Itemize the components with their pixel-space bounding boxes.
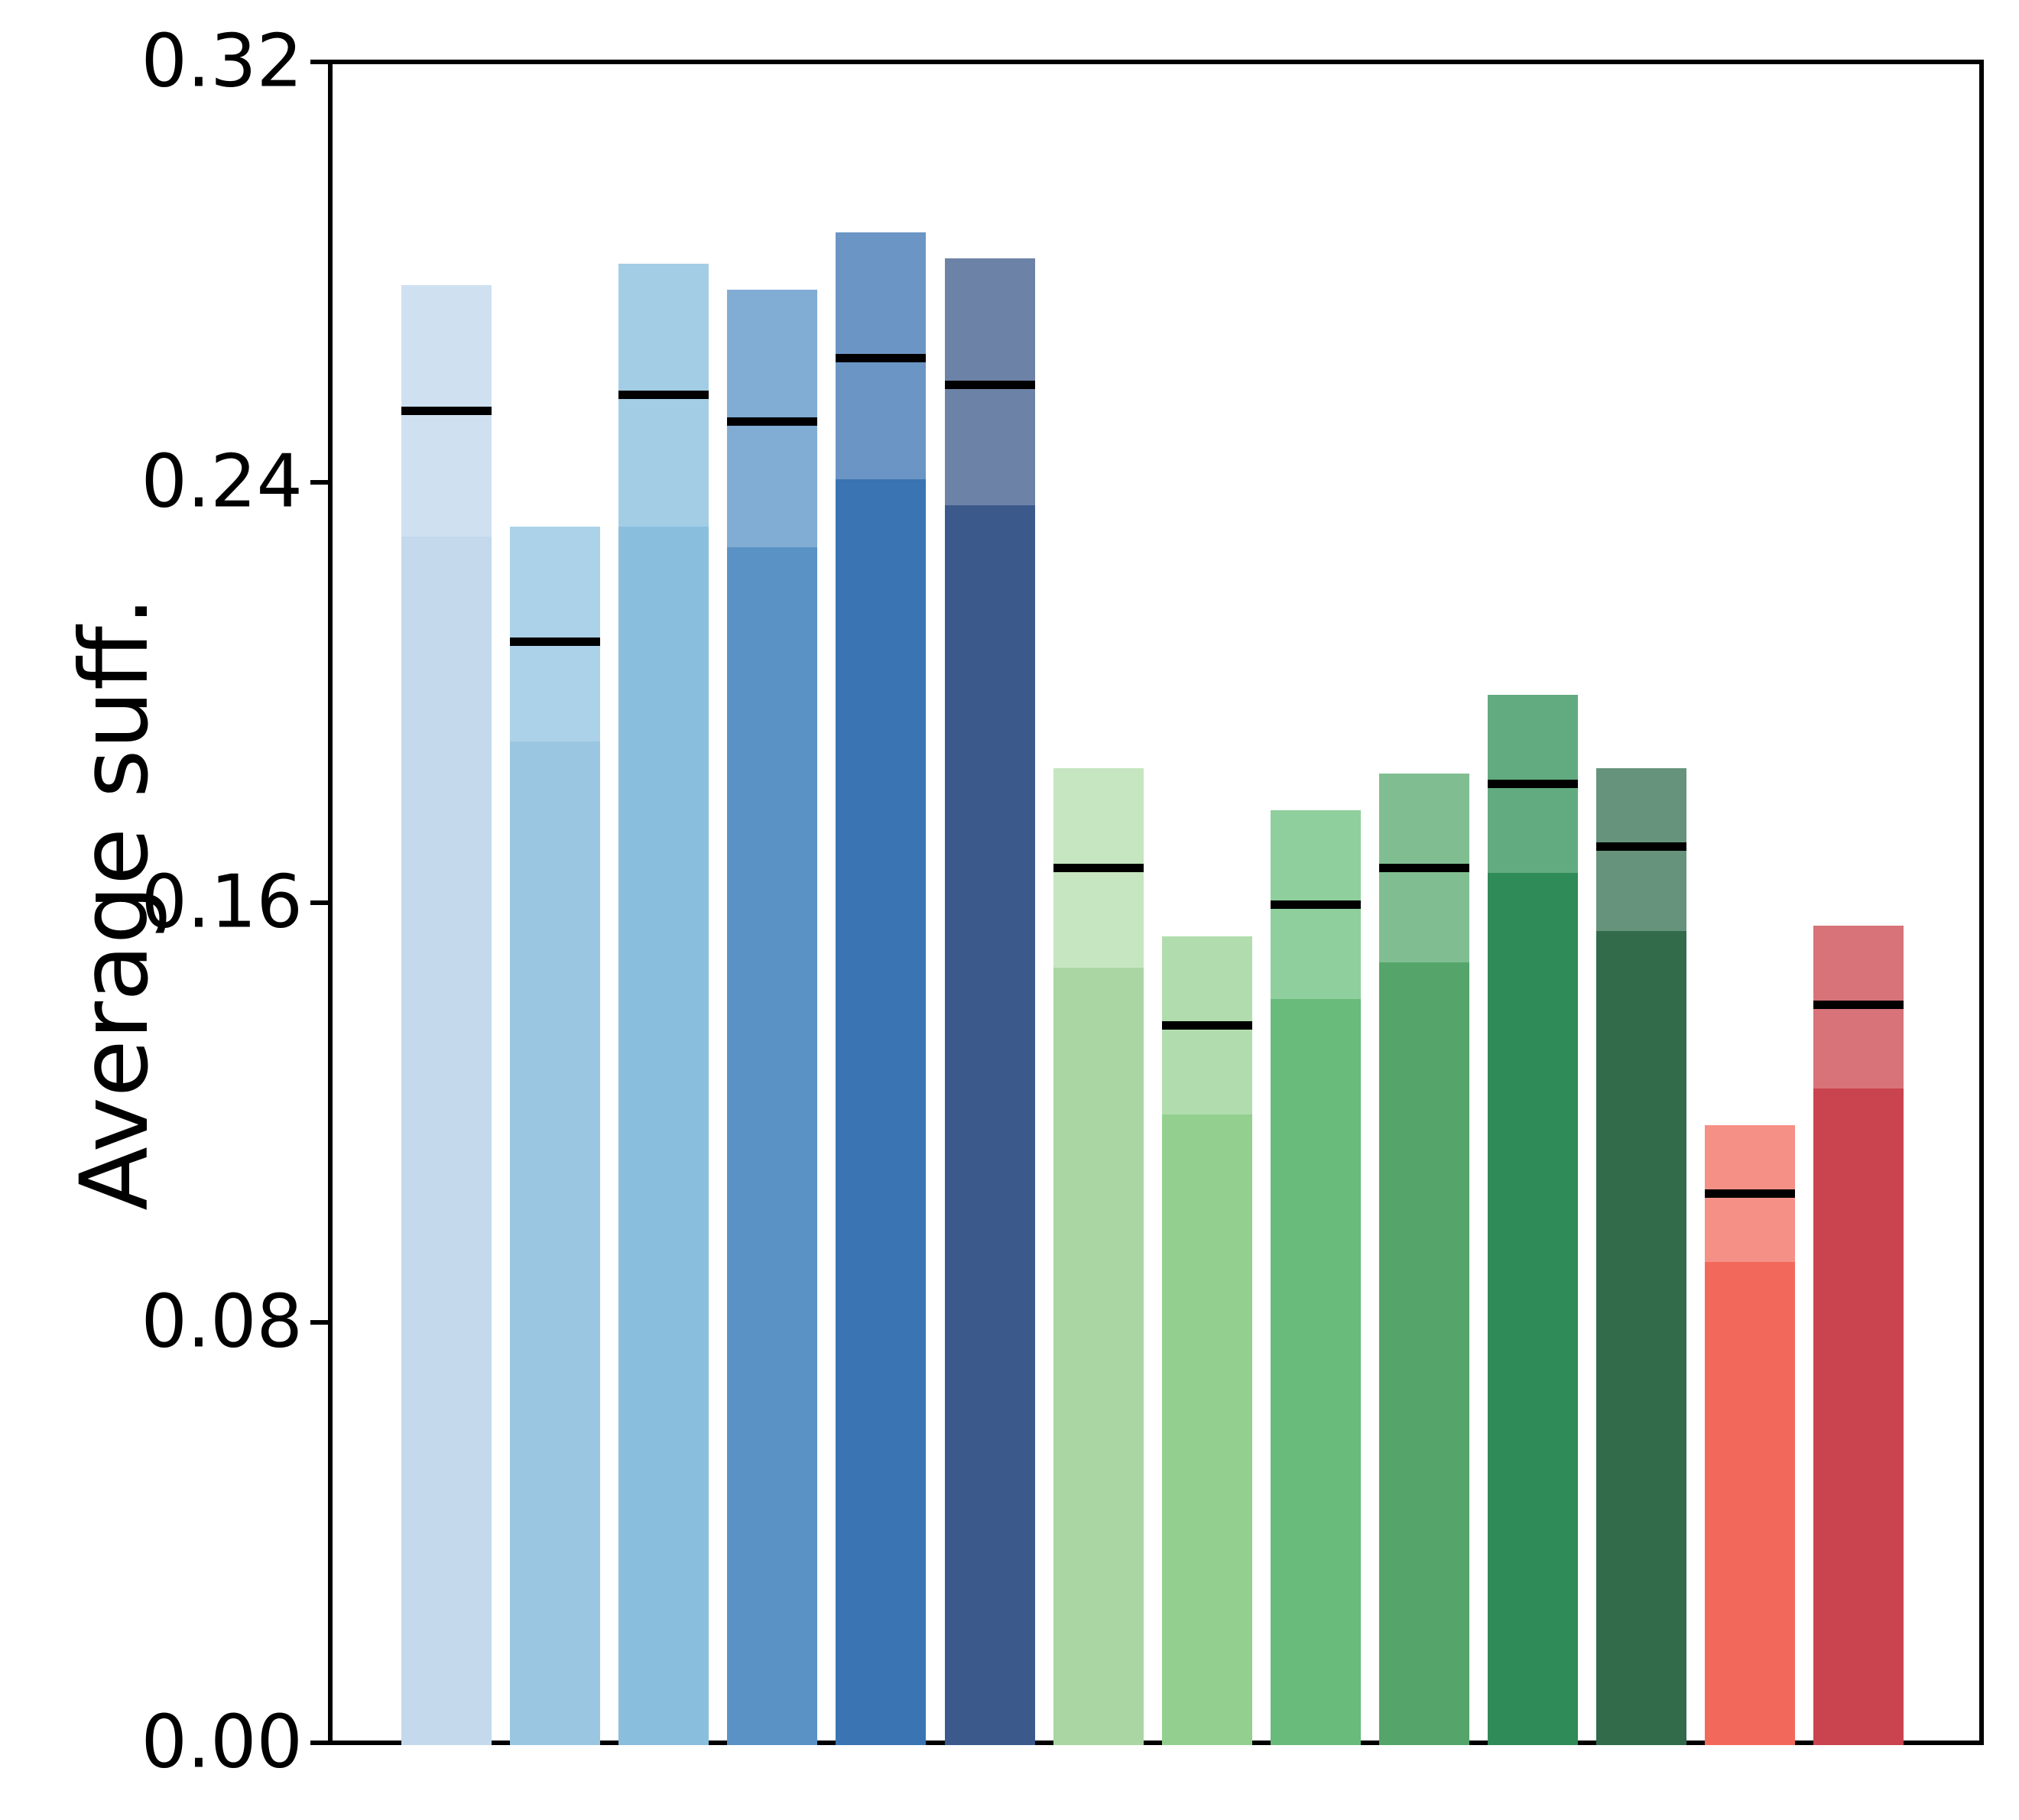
y-tick-mark: [310, 1741, 330, 1745]
bar-1-solid-segment: [401, 537, 492, 1745]
bar-1-marker-line: [401, 407, 492, 416]
bar-9-solid-segment: [1270, 999, 1361, 1745]
bar-4-solid-segment: [727, 547, 818, 1745]
bar-2-marker-line: [510, 637, 601, 647]
bar-13-solid-segment: [1705, 1261, 1796, 1745]
bar-10-marker-line: [1378, 863, 1469, 872]
y-tick-mark: [310, 60, 330, 64]
bar-13-marker-line: [1705, 1189, 1796, 1198]
plot-area: [328, 60, 1984, 1745]
bar-8-marker-line: [1161, 1021, 1252, 1030]
bar-8-solid-segment: [1161, 1114, 1252, 1745]
bar-7-solid-segment: [1053, 967, 1144, 1745]
bar-12-marker-line: [1596, 842, 1687, 852]
y-tick-label: 0.24: [141, 440, 303, 524]
bar-10-solid-segment: [1378, 962, 1469, 1745]
bar-5-solid-segment: [836, 479, 927, 1745]
y-tick-label: 0.16: [141, 860, 303, 944]
y-tick-mark: [310, 1320, 330, 1325]
bar-12-solid-segment: [1596, 930, 1687, 1745]
bar-14-solid-segment: [1813, 1088, 1904, 1745]
bar-6-solid-segment: [944, 505, 1035, 1745]
bar-7-marker-line: [1053, 863, 1144, 872]
y-tick-mark: [310, 900, 330, 905]
bar-6-marker-line: [944, 380, 1035, 389]
bar-9-marker-line: [1270, 900, 1361, 909]
bar-3-marker-line: [618, 391, 709, 400]
y-tick-label: 0.00: [141, 1700, 303, 1785]
bar-5-marker-line: [836, 354, 927, 363]
bar-14-marker-line: [1813, 1000, 1904, 1009]
y-tick-label: 0.08: [141, 1280, 303, 1364]
bar-11-solid-segment: [1488, 873, 1578, 1745]
bar-4-marker-line: [727, 417, 818, 426]
bar-11-marker-line: [1488, 779, 1578, 788]
y-tick-label: 0.32: [141, 19, 303, 104]
bar-2-light-segment: [510, 526, 601, 742]
bar-2-solid-segment: [510, 741, 601, 1745]
y-tick-mark: [310, 479, 330, 485]
bar-3-solid-segment: [618, 526, 709, 1745]
